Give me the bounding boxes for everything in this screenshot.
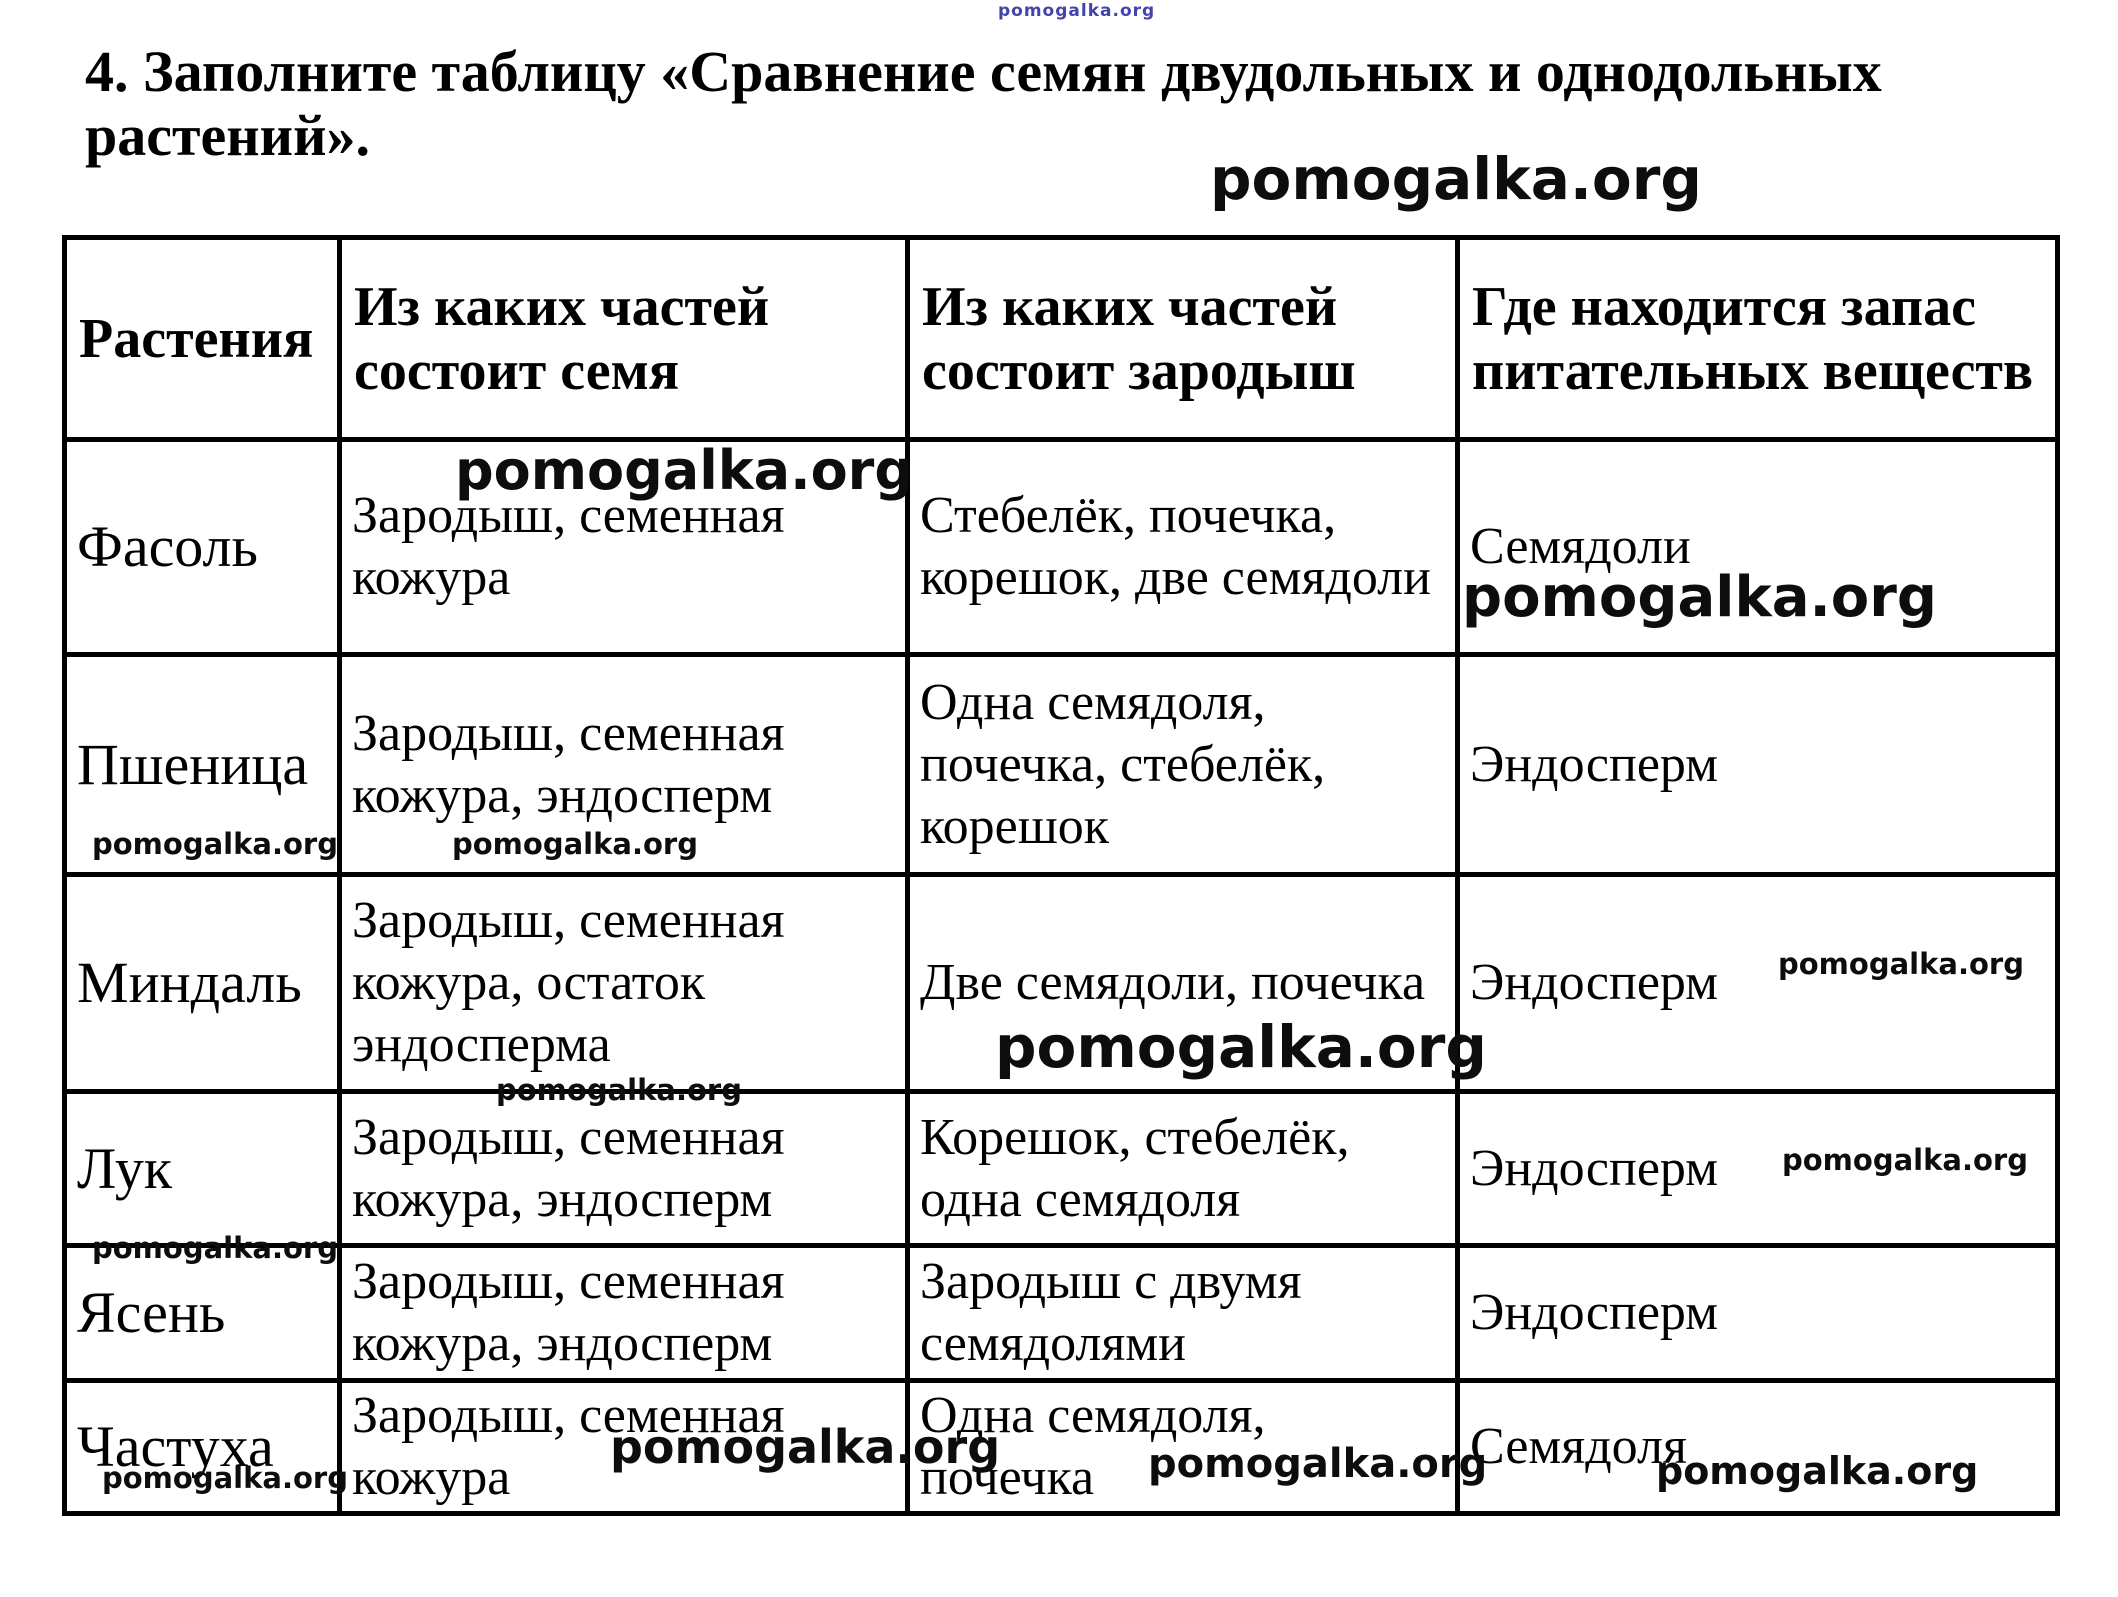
- cell-plant: Лук: [62, 1089, 342, 1248]
- watermark: pomogalka.org: [998, 1, 1156, 21]
- cell-nutrient-store: Семядоли: [1455, 437, 2060, 657]
- table-header-row: Растения Из каких частей состоит семя Из…: [62, 235, 2060, 442]
- seed-comparison-table: Растения Из каких частей состоит семя Из…: [62, 235, 2060, 1516]
- header-plant: Растения: [62, 235, 342, 442]
- page-title: 4. Заполните таблицу «Сравнение семян дв…: [85, 39, 1882, 168]
- cell-plant: Фасоль: [62, 437, 342, 657]
- cell-nutrient-store: Эндосперм: [1455, 652, 2060, 877]
- cell-plant: Пшеница: [62, 652, 342, 877]
- cell-nutrient-store: Эндосперм: [1455, 1243, 2060, 1383]
- cell-nutrient-store: Семядоля: [1455, 1378, 2060, 1516]
- cell-plant: Миндаль: [62, 872, 342, 1094]
- table-row: Пшеница Зародыш, семенная кожура, эндосп…: [62, 652, 2060, 877]
- table-row: Лук Зародыш, семенная кожура, эндосперм …: [62, 1089, 2060, 1248]
- cell-embryo-parts: Одна семядоля, почечка: [905, 1378, 1460, 1516]
- cell-seed-parts: Зародыш, семенная кожура, остаток эндосп…: [337, 872, 910, 1094]
- cell-seed-parts: Зародыш, семенная кожура, эндосперм: [337, 652, 910, 877]
- cell-embryo-parts: Зародыш с двумя семядолями: [905, 1243, 1460, 1383]
- cell-seed-parts: Зародыш, семенная кожура, эндосперм: [337, 1089, 910, 1248]
- table-row: Ясень Зародыш, семенная кожура, эндоспер…: [62, 1243, 2060, 1383]
- cell-plant: Ясень: [62, 1243, 342, 1383]
- table-row: Миндаль Зародыш, семенная кожура, остато…: [62, 872, 2060, 1094]
- table-row: Фасоль Зародыш, семенная кожура Стебелёк…: [62, 437, 2060, 657]
- cell-embryo-parts: Корешок, стебелёк, одна семядоля: [905, 1089, 1460, 1248]
- header-embryo-parts: Из каких частей состоит зародыш: [905, 235, 1460, 442]
- cell-seed-parts: Зародыш, семенная кожура, эндосперм: [337, 1243, 910, 1383]
- cell-seed-parts: Зародыш, семенная кожура: [337, 437, 910, 657]
- cell-embryo-parts: Одна семядоля, почечка, стебелёк, корешо…: [905, 652, 1460, 877]
- header-nutrient-store: Где находится запас питательных веществ: [1455, 235, 2060, 442]
- header-seed-parts: Из каких частей состоит семя: [337, 235, 910, 442]
- cell-embryo-parts: Стебелёк, почечка, корешок, две семядоли: [905, 437, 1460, 657]
- table-row: Частуха Зародыш, семенная кожура Одна се…: [62, 1378, 2060, 1516]
- cell-nutrient-store: Эндосперм: [1455, 872, 2060, 1094]
- cell-seed-parts: Зародыш, семенная кожура: [337, 1378, 910, 1516]
- cell-plant: Частуха: [62, 1378, 342, 1516]
- cell-embryo-parts: Две семядоли, почечка: [905, 872, 1460, 1094]
- cell-nutrient-store: Эндосперм: [1455, 1089, 2060, 1248]
